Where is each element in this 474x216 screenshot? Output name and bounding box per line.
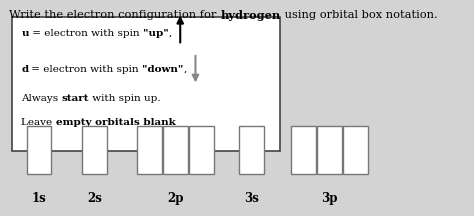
Text: 3s: 3s xyxy=(244,192,259,205)
Text: with spin up.: with spin up. xyxy=(89,94,161,103)
Bar xyxy=(12,17,280,151)
Text: Write the electron configuration for: Write the electron configuration for xyxy=(9,10,220,20)
Text: d: d xyxy=(21,65,28,74)
Text: Always: Always xyxy=(21,94,62,103)
Bar xyxy=(163,126,188,174)
Bar xyxy=(239,126,264,174)
Text: Leave: Leave xyxy=(21,118,56,127)
Text: 3p: 3p xyxy=(321,192,337,205)
Bar xyxy=(137,126,162,174)
Text: start: start xyxy=(62,94,89,103)
Text: = electron with spin: = electron with spin xyxy=(29,29,143,38)
Bar xyxy=(317,126,342,174)
Bar xyxy=(291,126,316,174)
Text: using orbital box notation.: using orbital box notation. xyxy=(281,10,438,20)
Text: ,: , xyxy=(168,29,172,38)
Text: hydrogen: hydrogen xyxy=(220,10,281,21)
Text: "down": "down" xyxy=(142,65,184,74)
Bar xyxy=(27,126,51,174)
Bar xyxy=(189,126,214,174)
Text: 2p: 2p xyxy=(167,192,183,205)
Text: ,: , xyxy=(184,65,187,74)
Text: empty orbitals blank: empty orbitals blank xyxy=(56,118,175,127)
Text: = electron with spin: = electron with spin xyxy=(28,65,142,74)
Text: "up": "up" xyxy=(143,29,168,38)
Text: 2s: 2s xyxy=(87,192,102,205)
Text: 1s: 1s xyxy=(31,192,46,205)
Text: u: u xyxy=(21,29,29,38)
Bar xyxy=(82,126,107,174)
Bar xyxy=(343,126,368,174)
